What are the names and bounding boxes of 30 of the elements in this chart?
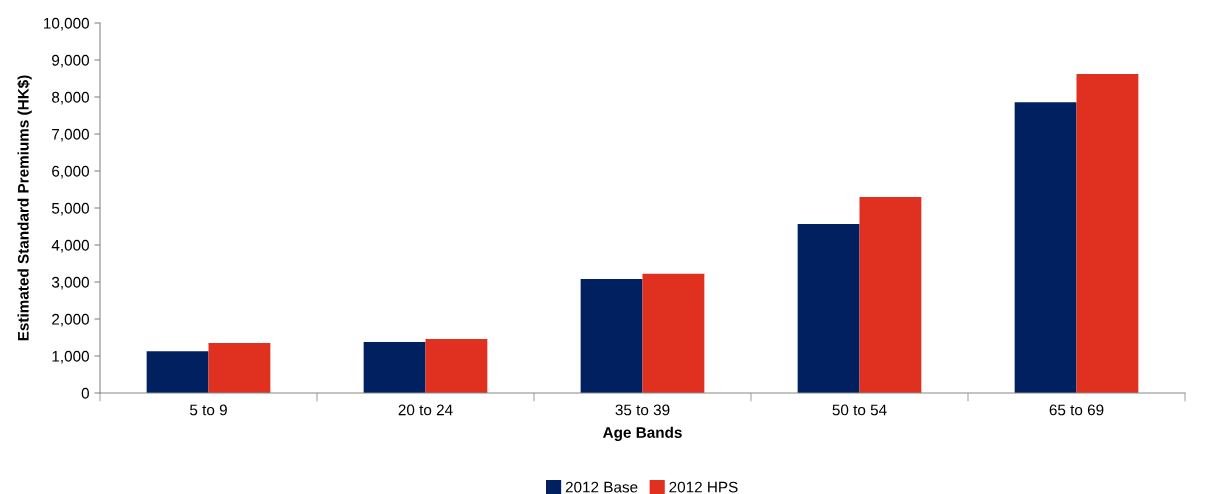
y-tick-label: 6,000 (52, 165, 89, 179)
bar (1076, 74, 1139, 393)
y-tick-label: 9,000 (52, 54, 89, 68)
x-tick-label: 65 to 69 (1049, 404, 1104, 416)
y-tick-label: 4,000 (51, 239, 89, 253)
x-tick-label: 50 to 54 (832, 404, 887, 416)
x-tick-label: 20 to 24 (398, 404, 453, 416)
y-tick-label: 7,000 (52, 128, 89, 142)
y-tick-label: 2,000 (52, 313, 89, 327)
x-tick-label: 35 to 39 (615, 404, 670, 416)
y-tick-label: 5,000 (51, 202, 89, 216)
y-axis-title: Estimated Standard Premiums (HK$) (17, 75, 32, 341)
y-tick-label: 8,000 (52, 91, 89, 105)
y-tick-label: 3,000 (51, 276, 89, 290)
bar (797, 223, 860, 393)
y-tick-label: 10,000 (44, 17, 89, 31)
bar (208, 343, 271, 393)
bar (859, 196, 922, 393)
x-tick-label: 5 to 9 (190, 404, 227, 416)
bar (642, 273, 705, 393)
bar (425, 338, 488, 393)
bar (146, 351, 209, 393)
y-tick-label: 0 (81, 387, 89, 399)
legend-label: 2012 Base (565, 481, 638, 493)
bar (1014, 102, 1077, 393)
legend-label: 2012 HPS (669, 481, 738, 493)
y-tick-label: 1,000 (52, 350, 89, 364)
bar (363, 341, 426, 393)
x-axis-title: Age Bands (602, 426, 682, 441)
bar (580, 279, 643, 393)
